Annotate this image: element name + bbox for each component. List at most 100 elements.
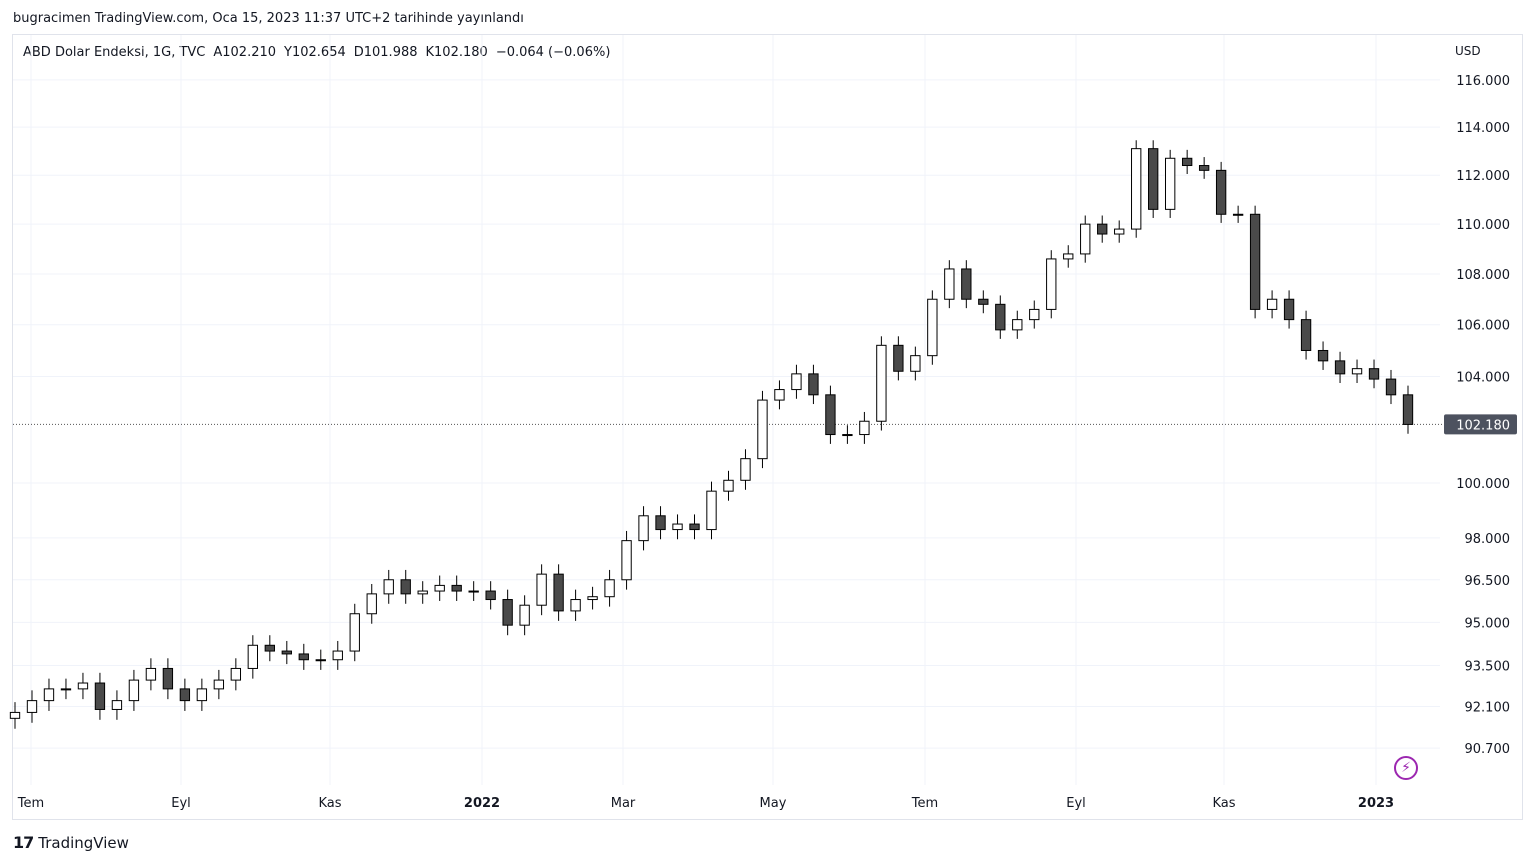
- legend-symbol: ABD Dolar Endeksi, 1G, TVC: [23, 45, 206, 60]
- candle-body: [791, 373, 802, 391]
- candle-body: [247, 644, 259, 669]
- candle: [808, 364, 819, 405]
- candle-body: [689, 523, 700, 531]
- x-tick-label: 2023: [1358, 796, 1394, 811]
- candle: [944, 260, 955, 309]
- y-tick-label: 96.500: [1465, 574, 1511, 589]
- candle-body: [1164, 157, 1176, 210]
- candle: [859, 411, 870, 444]
- candle: [1046, 250, 1057, 319]
- candle-body: [570, 599, 581, 612]
- candle: [910, 346, 921, 381]
- x-tick-label: Eyl: [171, 796, 191, 811]
- candle-body: [672, 523, 683, 531]
- x-tick-label: Eyl: [1066, 796, 1086, 811]
- candle-body: [1283, 298, 1295, 321]
- candle: [26, 690, 38, 723]
- candle: [1402, 385, 1414, 434]
- x-tick-label: 2022: [464, 796, 500, 811]
- candle: [689, 514, 700, 540]
- candle-body: [1063, 253, 1074, 260]
- candle-body: [502, 599, 513, 626]
- candle-body: [1046, 258, 1057, 310]
- candle: [519, 595, 530, 636]
- legend-low: D101.988: [353, 45, 418, 60]
- candle: [842, 425, 853, 444]
- candle-body: [893, 344, 904, 372]
- candle-body: [145, 667, 157, 681]
- candle-body: [961, 268, 972, 300]
- candle-body: [77, 682, 89, 690]
- candle-body: [43, 688, 55, 702]
- tv-logo-icon: 17: [13, 833, 34, 852]
- candle-body: [638, 515, 649, 542]
- time-axis: Tem Eyl Kas 2022 Mar May Tem Eyl Kas 2023: [17, 796, 1394, 811]
- candle: [315, 649, 326, 670]
- candle: [434, 575, 445, 601]
- candle-body: [927, 298, 938, 357]
- candle: [570, 589, 581, 621]
- candle: [485, 581, 496, 610]
- candle: [1012, 310, 1023, 339]
- candle-body: [230, 667, 242, 681]
- y-tick-label: 98.000: [1465, 532, 1511, 547]
- candle-body: [298, 653, 309, 661]
- candle-body: [451, 584, 462, 592]
- candle-body: [706, 490, 717, 531]
- y-tick-label: 100.000: [1456, 477, 1510, 492]
- candle: [791, 364, 802, 399]
- candle-body: [468, 590, 479, 593]
- candle-body: [349, 613, 360, 652]
- candle: [757, 390, 768, 469]
- candle-body: [26, 700, 38, 713]
- candle-body: [417, 590, 428, 595]
- candle-body: [978, 298, 989, 305]
- candle: [77, 672, 89, 700]
- candle-body: [1131, 148, 1142, 230]
- candle: [179, 678, 191, 711]
- candle: [961, 260, 972, 309]
- y-tick-label: 93.500: [1465, 660, 1511, 675]
- y-tick-label: 90.700: [1465, 742, 1511, 757]
- lightning-icon[interactable]: ⚡: [1394, 756, 1418, 780]
- y-tick-label: 95.000: [1465, 616, 1511, 631]
- candle: [264, 635, 275, 662]
- candle: [1368, 359, 1380, 389]
- candle-body: [485, 590, 496, 601]
- candle: [536, 564, 547, 616]
- price-axis: 116.000 114.000 112.000 110.000 108.000 106.0…: [1444, 44, 1517, 757]
- x-tick-label: Tem: [17, 796, 44, 811]
- candle: [723, 470, 734, 501]
- x-tick-label: Tem: [911, 796, 938, 811]
- candle: [1249, 205, 1261, 319]
- candle-body: [1317, 349, 1329, 362]
- candle-body: [1402, 394, 1414, 425]
- candle: [604, 569, 615, 607]
- candle-body: [519, 604, 530, 626]
- candle: [213, 669, 225, 700]
- candle-body: [94, 682, 106, 710]
- candle: [502, 589, 513, 636]
- candle-body: [774, 389, 785, 401]
- candle: [332, 640, 343, 670]
- candle-body: [757, 399, 768, 460]
- candle-body: [604, 579, 615, 598]
- legend-open: A102.210: [213, 45, 277, 60]
- candle: [94, 672, 106, 720]
- candle-body: [1300, 319, 1312, 351]
- candle: [281, 640, 292, 665]
- candle: [128, 669, 140, 711]
- candle: [740, 449, 751, 490]
- candle: [1215, 161, 1227, 223]
- candle-body: [1029, 308, 1040, 321]
- candle-body: [1266, 298, 1278, 310]
- x-tick-label: Kas: [318, 796, 341, 811]
- candle: [927, 290, 938, 365]
- tradingview-logo[interactable]: 17 TradingView: [13, 833, 129, 852]
- candle-body: [1249, 213, 1261, 310]
- candle: [349, 603, 360, 662]
- candle-body: [587, 596, 598, 601]
- y-tick-label: 116.000: [1456, 74, 1510, 89]
- candle-body: [332, 650, 343, 661]
